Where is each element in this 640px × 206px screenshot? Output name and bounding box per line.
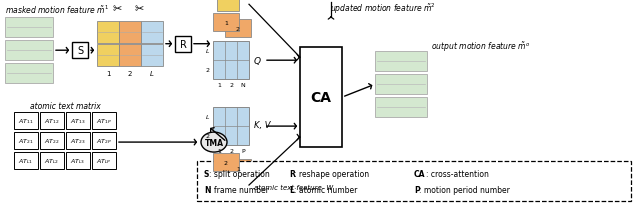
Bar bbox=[40, 112, 64, 130]
Bar bbox=[5, 41, 53, 61]
Text: $AT_{13}$: $AT_{13}$ bbox=[70, 117, 86, 125]
Bar bbox=[225, 159, 251, 177]
Bar bbox=[141, 22, 163, 44]
Bar bbox=[175, 36, 191, 53]
Text: R: R bbox=[289, 169, 295, 178]
Bar bbox=[225, 20, 251, 38]
Bar bbox=[5, 64, 53, 84]
Text: N: N bbox=[241, 82, 245, 87]
Text: Q: Q bbox=[254, 56, 261, 65]
Text: 1: 1 bbox=[217, 82, 221, 87]
Bar bbox=[92, 112, 116, 130]
Text: 2: 2 bbox=[205, 133, 209, 138]
Bar bbox=[213, 153, 239, 171]
Bar bbox=[14, 112, 38, 130]
Text: CA: CA bbox=[414, 169, 426, 178]
Bar bbox=[97, 22, 119, 44]
Text: atomic text feature  W: atomic text feature W bbox=[254, 184, 333, 190]
Text: P: P bbox=[241, 148, 245, 153]
Text: ✂: ✂ bbox=[134, 4, 143, 14]
Text: masked motion feature $\tilde{m}^1$: masked motion feature $\tilde{m}^1$ bbox=[5, 4, 109, 16]
Text: $AT_{1P}$: $AT_{1P}$ bbox=[96, 117, 112, 125]
Bar bbox=[40, 152, 64, 169]
Text: S: S bbox=[77, 46, 83, 56]
Bar bbox=[40, 132, 64, 149]
Bar bbox=[213, 42, 249, 80]
Text: P: P bbox=[414, 185, 420, 194]
Text: $AT_{L2}$: $AT_{L2}$ bbox=[44, 156, 60, 165]
Bar bbox=[375, 75, 427, 95]
Ellipse shape bbox=[201, 132, 227, 152]
Text: 1: 1 bbox=[224, 21, 228, 26]
Text: updated motion feature $\tilde{m}^2$: updated motion feature $\tilde{m}^2$ bbox=[330, 2, 436, 16]
Text: 2: 2 bbox=[229, 148, 233, 153]
Text: L: L bbox=[205, 49, 209, 54]
Bar bbox=[66, 132, 90, 149]
Text: K, V: K, V bbox=[254, 120, 271, 129]
Text: $AT_{23}$: $AT_{23}$ bbox=[70, 136, 86, 145]
Text: $AT_{L3}$: $AT_{L3}$ bbox=[70, 156, 86, 165]
Text: $AT_{12}$: $AT_{12}$ bbox=[44, 117, 60, 125]
Text: ✂: ✂ bbox=[112, 4, 122, 14]
Bar bbox=[14, 152, 38, 169]
Text: L: L bbox=[205, 115, 209, 119]
Text: : frame number: : frame number bbox=[209, 185, 269, 194]
Text: : split operation: : split operation bbox=[209, 169, 269, 178]
Text: $AT_{11}$: $AT_{11}$ bbox=[18, 117, 34, 125]
Text: atomic text matrix: atomic text matrix bbox=[29, 101, 100, 110]
Text: S: S bbox=[204, 169, 209, 178]
Text: CA: CA bbox=[310, 91, 332, 105]
Bar bbox=[217, 179, 239, 192]
Text: 1: 1 bbox=[106, 71, 110, 77]
Text: : reshape operation: : reshape operation bbox=[294, 169, 369, 178]
Text: N: N bbox=[204, 185, 211, 194]
Text: L: L bbox=[289, 185, 294, 194]
Bar bbox=[141, 45, 163, 67]
Text: : atomic number: : atomic number bbox=[294, 185, 357, 194]
Bar bbox=[375, 98, 427, 118]
Bar bbox=[119, 45, 141, 67]
Bar bbox=[66, 112, 90, 130]
Bar bbox=[119, 22, 141, 44]
Text: TMA: TMA bbox=[205, 138, 223, 147]
Text: $AT_{2P}$: $AT_{2P}$ bbox=[96, 136, 112, 145]
Text: : motion period number: : motion period number bbox=[419, 185, 510, 194]
Bar bbox=[197, 161, 631, 201]
Bar bbox=[300, 48, 342, 147]
Text: 1: 1 bbox=[236, 166, 240, 171]
Text: R: R bbox=[180, 40, 186, 49]
Bar bbox=[213, 108, 249, 145]
Text: $AT_{21}$: $AT_{21}$ bbox=[18, 136, 34, 145]
Bar bbox=[92, 132, 116, 149]
Text: $AT_{LP}$: $AT_{LP}$ bbox=[96, 156, 112, 165]
Text: L: L bbox=[150, 71, 154, 77]
Text: output motion feature $\tilde{m}^o$: output motion feature $\tilde{m}^o$ bbox=[431, 40, 531, 54]
Bar bbox=[72, 43, 88, 59]
Text: 2: 2 bbox=[236, 27, 240, 32]
Bar bbox=[217, 0, 239, 12]
Text: 1: 1 bbox=[217, 148, 221, 153]
Bar bbox=[66, 152, 90, 169]
Bar bbox=[14, 132, 38, 149]
Bar bbox=[92, 152, 116, 169]
Bar bbox=[97, 45, 119, 67]
Text: 2: 2 bbox=[128, 71, 132, 77]
Text: 2: 2 bbox=[205, 68, 209, 73]
Text: $AT_{22}$: $AT_{22}$ bbox=[44, 136, 60, 145]
Bar bbox=[5, 18, 53, 38]
Text: 2: 2 bbox=[224, 160, 228, 165]
Bar bbox=[213, 14, 239, 32]
Text: $AT_{L1}$: $AT_{L1}$ bbox=[19, 156, 34, 165]
Bar bbox=[375, 52, 427, 72]
Text: : cross-attention: : cross-attention bbox=[426, 169, 489, 178]
Text: 2: 2 bbox=[229, 82, 233, 87]
